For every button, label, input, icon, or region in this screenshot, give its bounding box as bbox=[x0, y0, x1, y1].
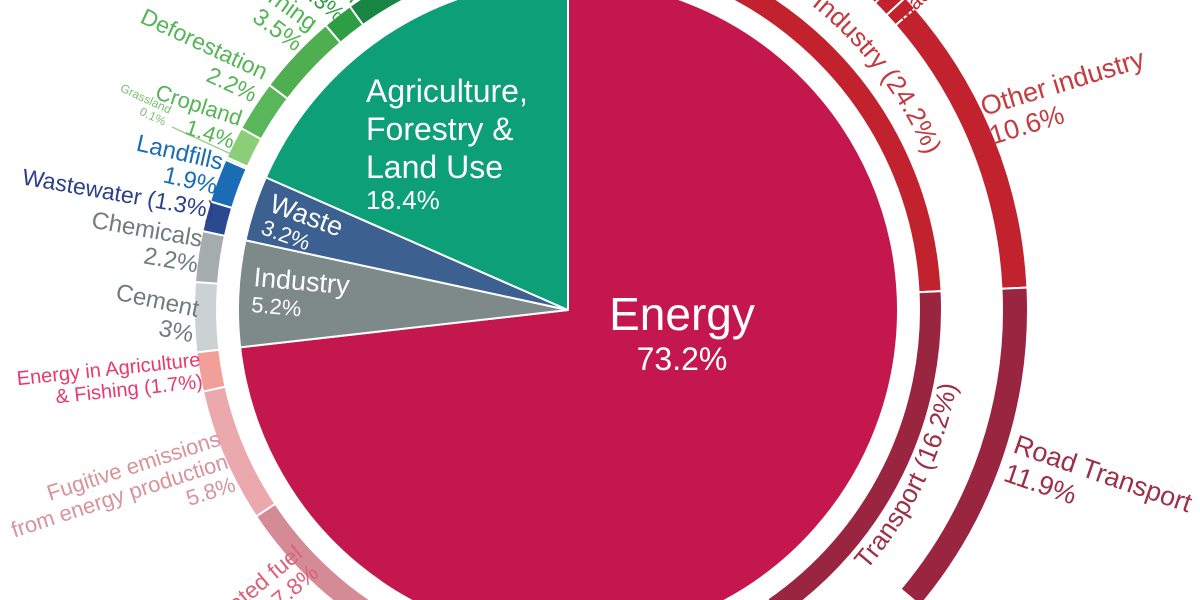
afolu-label: Agriculture, Forestry & Land Use 18.4% bbox=[366, 73, 528, 215]
energy-agriculture-fishing-label: Energy in Agriculture& Fishing (1.7%) bbox=[16, 349, 204, 412]
pie-slices bbox=[237, 0, 899, 600]
ring-segment-agricultural-soils[interactable] bbox=[348, 0, 443, 27]
ring-segment-cement[interactable] bbox=[193, 280, 221, 354]
cement-label: Cement3% bbox=[108, 279, 202, 348]
leader-lines bbox=[171, 126, 232, 155]
outer-ring bbox=[870, 0, 1029, 600]
energy-label: Energy 73.2% bbox=[609, 288, 755, 377]
ring-segment-transport[interactable] bbox=[765, 290, 943, 600]
fugitive-emissions-label: Fugitive emissionsfrom energy production… bbox=[1, 426, 239, 565]
grassland-leader bbox=[171, 126, 232, 155]
outer-segment-road-transport[interactable] bbox=[899, 286, 1029, 600]
other-industry-label: Other industry10.6% bbox=[977, 43, 1157, 150]
road-transport-label: Road Transport11.9% bbox=[1000, 429, 1196, 546]
industry-label: Industry5.2% bbox=[250, 262, 351, 325]
subsector-ring bbox=[193, 0, 943, 600]
pie-slice-energy[interactable] bbox=[239, 0, 899, 600]
pie-slice-afolu[interactable] bbox=[264, 0, 569, 311]
